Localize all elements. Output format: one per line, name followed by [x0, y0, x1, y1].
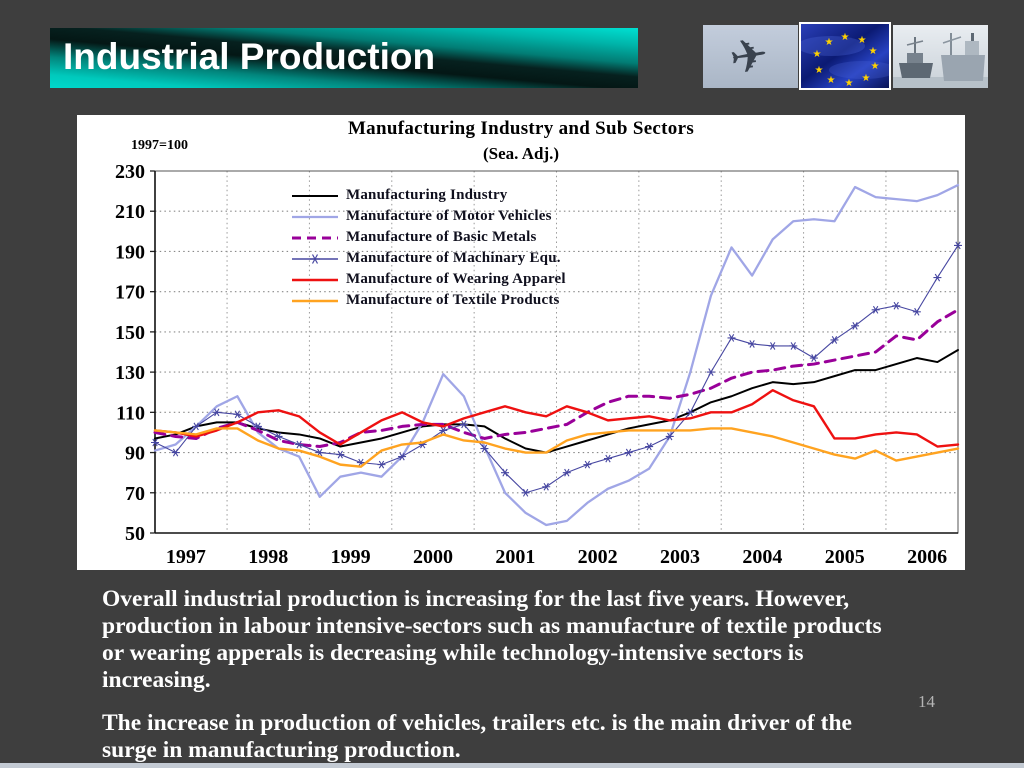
legend-item: Manufacture of Textile Products [291, 290, 566, 311]
body-text: Overall industrial production is increas… [102, 586, 1007, 764]
chart-plot: 50 70 90 110 130 150 170 190 210 230 1997 1998 1999 2… [115, 161, 962, 568]
series-line [153, 183, 960, 527]
legend-line-sample [292, 194, 338, 197]
body-line: Overall industrial production is increas… [102, 586, 850, 612]
eu-star-icon: ★ [827, 75, 836, 86]
legend-line-sample [292, 278, 338, 281]
legend-item: Manufacture of Wearing Apparel [291, 269, 566, 290]
x-tick-label: 2002 [578, 546, 618, 568]
y-tick-label: 110 [116, 402, 145, 424]
eu-star-icon: ★ [815, 65, 824, 76]
legend-line-sample [292, 253, 338, 264]
eu-star-icon: ★ [845, 78, 854, 88]
series-line [154, 244, 959, 494]
x-tick-label: 2004 [742, 546, 782, 568]
ships-icon [893, 25, 988, 88]
legend-label: Manufacture of Basic Metals [346, 229, 537, 245]
page-number: 14 [918, 692, 935, 711]
x-tick-label: 1997 [166, 546, 206, 568]
legend-item: Manufacturing Industry [291, 185, 566, 206]
eu-star-icon: ★ [813, 49, 822, 60]
chart-legend: Manufacturing Industry Manufacture of Mot… [291, 185, 566, 311]
series-line [153, 308, 960, 449]
x-tick-label: 2001 [495, 546, 535, 568]
body-line: or wearing apperals is decreasing while … [102, 640, 804, 666]
legend-label: Manufacture of Wearing Apparel [346, 271, 566, 287]
series-line [154, 348, 959, 454]
body-line: surge in manufacturing production. [102, 737, 461, 763]
y-tick-label: 130 [115, 362, 145, 384]
legend-label: Manufacture of Motor Vehicles [346, 208, 552, 224]
x-tick-label: 2006 [907, 546, 947, 568]
legend-line-sample [292, 236, 338, 239]
series-line [153, 427, 960, 468]
title-banner: Industrial Production [50, 28, 638, 88]
eu-flag-image: ★ ★ ★ ★ ★ ★ ★ ★ ★ ★ [799, 22, 891, 90]
eu-flag-icon: ★ ★★★★★★★★★ [801, 24, 889, 88]
body-line: increasing. [102, 667, 211, 693]
body-paragraph-1: Overall industrial production is increas… [102, 586, 1007, 694]
y-tick-label: 230 [115, 161, 145, 183]
x-tick-label: 1999 [331, 546, 371, 568]
chart-title: Manufacturing Industry and Sub Sectors [347, 118, 695, 139]
eu-star-icon: ★ [871, 61, 880, 72]
airplane-icon: ✈ [703, 25, 798, 88]
x-tick-label: 1998 [248, 546, 288, 568]
legend-line-sample [292, 215, 338, 218]
legend-label: Manufacture of Machinary Equ. [346, 250, 561, 266]
y-tick-label: 70 [125, 483, 145, 505]
eu-star-icon: ★ [858, 35, 867, 46]
legend-label: Manufacturing Industry [346, 187, 508, 203]
y-tick-label: 90 [125, 443, 145, 465]
series-line [153, 389, 960, 448]
legend-label: Manufacture of Textile Products [346, 292, 560, 308]
legend-item: Manufacture of Motor Vehicles [291, 206, 566, 227]
body-line: The increase in production of vehicles, … [102, 710, 852, 736]
slide-title: Industrial Production [63, 36, 436, 77]
y-tick-label: 150 [115, 322, 145, 344]
eu-star-icon: ★ [862, 73, 871, 84]
asterisk-markers [151, 241, 962, 497]
eu-star-icon: ★ [841, 32, 850, 43]
eu-star-icon: ★ [869, 46, 878, 57]
airplane-image: ✈ [703, 25, 798, 88]
eu-star-icon: ★ [825, 37, 834, 48]
y-tick-label: 190 [115, 241, 145, 263]
y-tick-label: 50 [125, 523, 145, 545]
chart-panel: Manufacturing Industry and Sub Sectors (… [77, 115, 965, 570]
legend-item: Manufacture of Basic Metals [291, 227, 566, 248]
y-tick-label: 210 [115, 201, 145, 223]
body-paragraph-2: The increase in production of vehicles, … [102, 710, 1007, 764]
bottom-edge-strip [0, 763, 1024, 768]
chart-subtitle: (Sea. Adj.) [482, 144, 560, 163]
x-tick-label: 2000 [413, 546, 453, 568]
ships-image [893, 25, 988, 88]
y-tick-label: 170 [115, 282, 145, 304]
legend-item: Manufacture of Machinary Equ. [291, 248, 566, 269]
svg-text:✈: ✈ [726, 26, 773, 85]
body-line: production in labour intensive-sectors s… [102, 613, 882, 639]
x-tick-label: 2005 [825, 546, 865, 568]
x-tick-label: 2003 [660, 546, 700, 568]
legend-line-sample [292, 299, 338, 302]
chart-index-note: 1997=100 [131, 138, 188, 153]
